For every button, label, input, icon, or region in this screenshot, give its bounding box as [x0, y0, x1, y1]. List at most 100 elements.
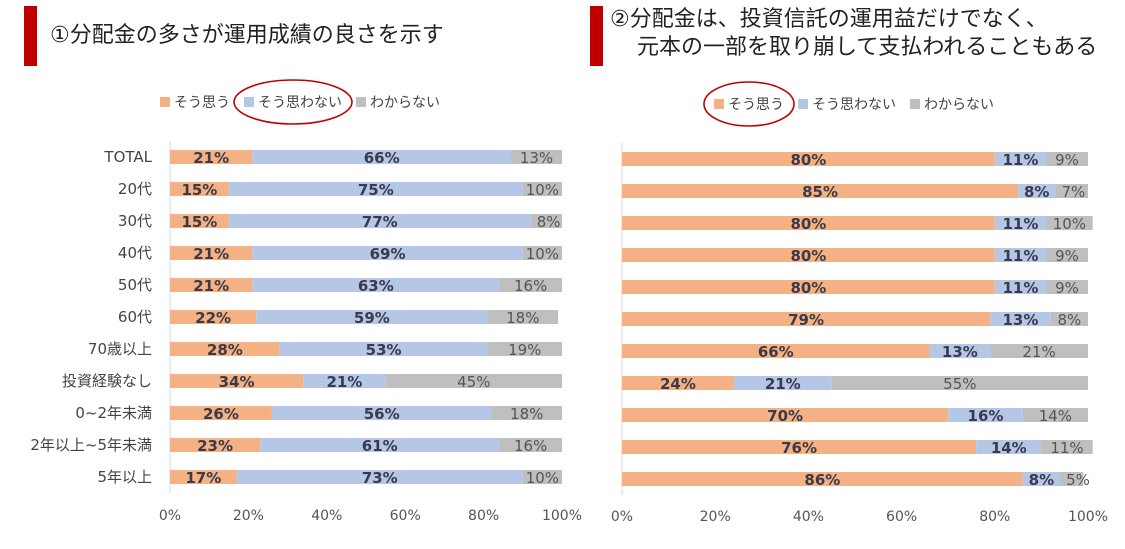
data-label: 66% — [364, 149, 400, 167]
data-label: 13% — [942, 343, 978, 361]
bar-segment — [1046, 216, 1093, 230]
data-label: 28% — [207, 341, 243, 359]
data-label: 23% — [197, 437, 233, 455]
data-label: 13% — [520, 149, 553, 167]
data-label: 18% — [506, 309, 539, 327]
bar-segment — [1022, 472, 1061, 486]
bar-segment — [976, 440, 1042, 454]
data-label: 55% — [943, 375, 976, 393]
data-label: 21% — [765, 375, 801, 393]
category-label: 0~2年未満 — [75, 404, 152, 422]
data-label: 9% — [1055, 151, 1079, 169]
bar-segment — [994, 280, 1047, 294]
bar-segment — [236, 470, 523, 484]
title-accent-bar — [24, 6, 37, 66]
data-label: 15% — [181, 181, 217, 199]
data-label: 16% — [968, 407, 1004, 425]
data-label: 16% — [514, 437, 547, 455]
data-label: 63% — [358, 277, 394, 295]
x-tick-label: 60% — [390, 508, 421, 524]
bar-segment — [303, 374, 386, 388]
data-label: 24% — [660, 375, 696, 393]
data-label: 11% — [1050, 439, 1083, 457]
bar-segment — [252, 246, 523, 260]
data-label: 16% — [514, 277, 547, 295]
bar-segment — [170, 246, 253, 260]
bar-segment — [929, 344, 991, 358]
data-label: 61% — [362, 437, 398, 455]
data-label: 8% — [1024, 183, 1049, 201]
category-label: 2年以上~5年未満 — [30, 436, 152, 454]
category-label: 40代 — [118, 244, 152, 262]
data-label: 11% — [1002, 247, 1038, 265]
data-label: 17% — [185, 469, 221, 487]
legend-label: わからない — [924, 97, 994, 113]
legend-label: そう思わない — [812, 97, 896, 113]
data-label: 14% — [1039, 407, 1072, 425]
bar-segment — [622, 440, 977, 454]
bar-segment — [1050, 312, 1088, 326]
data-label: 11% — [1002, 215, 1038, 233]
bar-segment — [622, 408, 949, 422]
data-label: 10% — [526, 245, 559, 263]
x-tick-label: 40% — [311, 508, 342, 524]
data-label: 10% — [526, 181, 559, 199]
legend-swatch — [356, 97, 366, 107]
data-label: 21% — [326, 373, 362, 391]
bar-segment — [1060, 472, 1084, 486]
bar-segment — [622, 184, 1019, 198]
bar-segment — [271, 406, 492, 420]
bar-segment — [170, 342, 280, 356]
legend-label: そう思う — [174, 95, 230, 111]
category-label: 60代 — [118, 308, 152, 326]
legend-swatch — [714, 99, 724, 109]
data-label: 86% — [804, 471, 840, 489]
data-label: 53% — [366, 341, 402, 359]
bar-segment — [994, 216, 1047, 230]
data-label: 45% — [457, 373, 490, 391]
chart-title: ②分配金は、投資信託の運用益だけでなく、 元本の一部を取り崩して支払われることも… — [610, 6, 1097, 62]
bar-segment — [170, 214, 229, 228]
bar-segment — [733, 376, 832, 390]
data-label: 9% — [1055, 279, 1079, 297]
data-label: 5% — [1066, 471, 1090, 489]
legend-label: そう思う — [728, 97, 784, 113]
category-label: 70歳以上 — [88, 340, 152, 358]
data-label: 26% — [203, 405, 239, 423]
data-label: 15% — [181, 213, 217, 231]
bar-segment — [260, 438, 500, 452]
bar-segment — [522, 246, 562, 260]
data-label: 10% — [526, 469, 559, 487]
bar-segment — [170, 182, 229, 196]
x-tick-label: 40% — [793, 509, 824, 525]
chart-title-line-2: 元本の一部を取り崩して支払われることもある — [637, 35, 1098, 60]
data-label: 70% — [767, 407, 803, 425]
data-label: 11% — [1002, 151, 1038, 169]
data-label: 80% — [790, 279, 826, 297]
data-label: 11% — [1002, 279, 1038, 297]
bar-segment — [1018, 184, 1056, 198]
data-label: 8% — [537, 213, 561, 231]
bar-segment — [622, 312, 991, 326]
bar-segment — [252, 150, 512, 164]
data-label: 77% — [362, 213, 398, 231]
data-label: 59% — [354, 309, 390, 327]
bar-segment — [1041, 440, 1093, 454]
bar-segment — [622, 344, 930, 358]
bar-segment — [385, 374, 562, 388]
category-label: 投資経験なし — [62, 372, 152, 390]
stacked-bar-chart-left: 21% 66% 13% TOTAL 15% 75% 10% 20代 15% 77% 8% 30代 21%… — [30, 79, 582, 524]
x-tick-label: 100% — [542, 508, 582, 524]
bar-segment — [170, 278, 253, 292]
title-accent-bar — [590, 6, 603, 66]
data-label: 19% — [508, 341, 541, 359]
bar-segment — [279, 342, 488, 356]
bar-segment — [491, 406, 562, 420]
bar-segment — [948, 408, 1023, 422]
legend-swatch — [798, 99, 808, 109]
data-label: 69% — [370, 245, 406, 263]
data-label: 56% — [364, 405, 400, 423]
legend-swatch — [910, 99, 920, 109]
highlight-circle — [233, 79, 353, 125]
bar-segment — [499, 438, 562, 452]
